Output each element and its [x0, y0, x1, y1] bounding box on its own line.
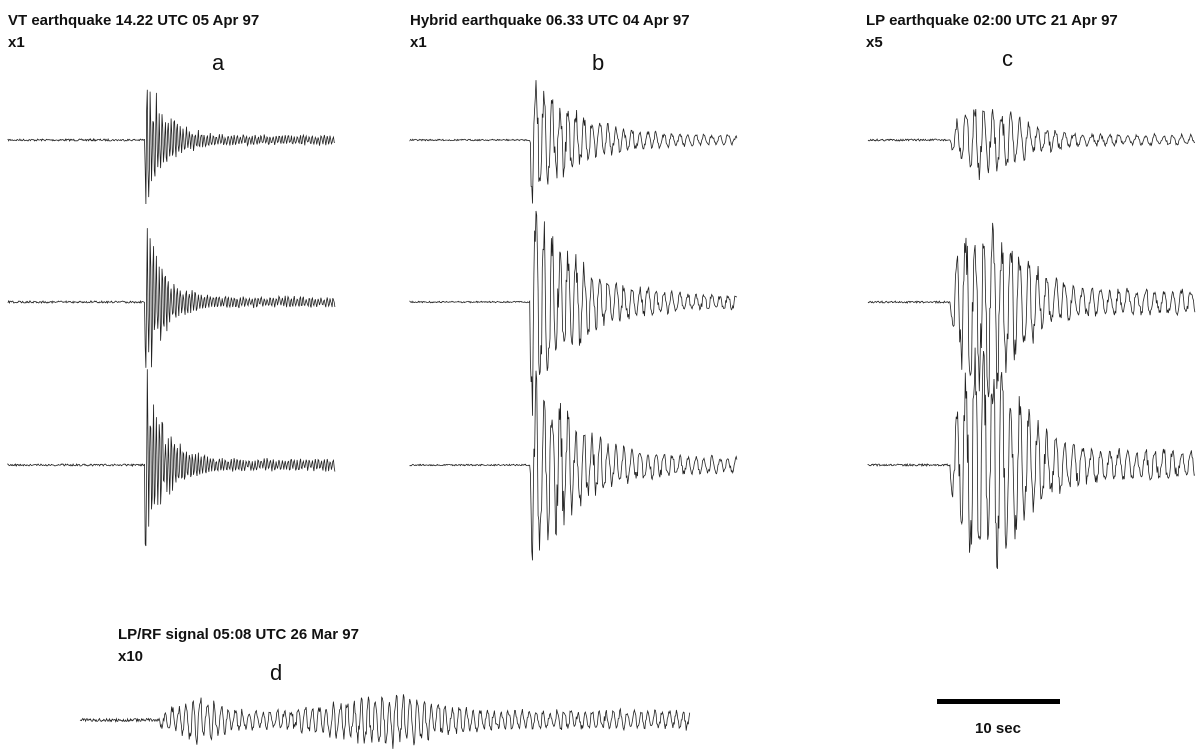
- panel-letter: a: [212, 50, 225, 75]
- panel-gain: x5: [866, 34, 883, 51]
- seismogram-trace: [7, 228, 336, 368]
- seismogram-trace: [867, 109, 1196, 181]
- seismogram-trace: [867, 347, 1196, 569]
- scale-bar: [937, 699, 1060, 704]
- seismogram-trace: [79, 694, 691, 749]
- panel-title: Hybrid earthquake 06.33 UTC 04 Apr 97: [410, 12, 690, 29]
- panel-gain: x1: [8, 34, 25, 51]
- seismogram-trace: [409, 210, 738, 416]
- panel-letter: b: [592, 50, 604, 75]
- panel-gain: x10: [118, 648, 143, 665]
- panel-letter: d: [270, 660, 282, 685]
- seismogram-trace: [7, 369, 336, 547]
- panel-title: LP earthquake 02:00 UTC 21 Apr 97: [866, 12, 1118, 29]
- scale-label: 10 sec: [975, 720, 1021, 737]
- seismogram-trace: [409, 370, 738, 561]
- panel-title: LP/RF signal 05:08 UTC 26 Mar 97: [118, 626, 359, 643]
- panel-title: VT earthquake 14.22 UTC 05 Apr 97: [8, 12, 259, 29]
- seismogram-trace: [409, 80, 738, 204]
- panel-gain: x1: [410, 34, 427, 51]
- panel-letter: c: [1002, 46, 1013, 71]
- seismograms: [7, 80, 1196, 749]
- seismogram-trace: [7, 89, 336, 205]
- seismogram-trace: [867, 222, 1196, 398]
